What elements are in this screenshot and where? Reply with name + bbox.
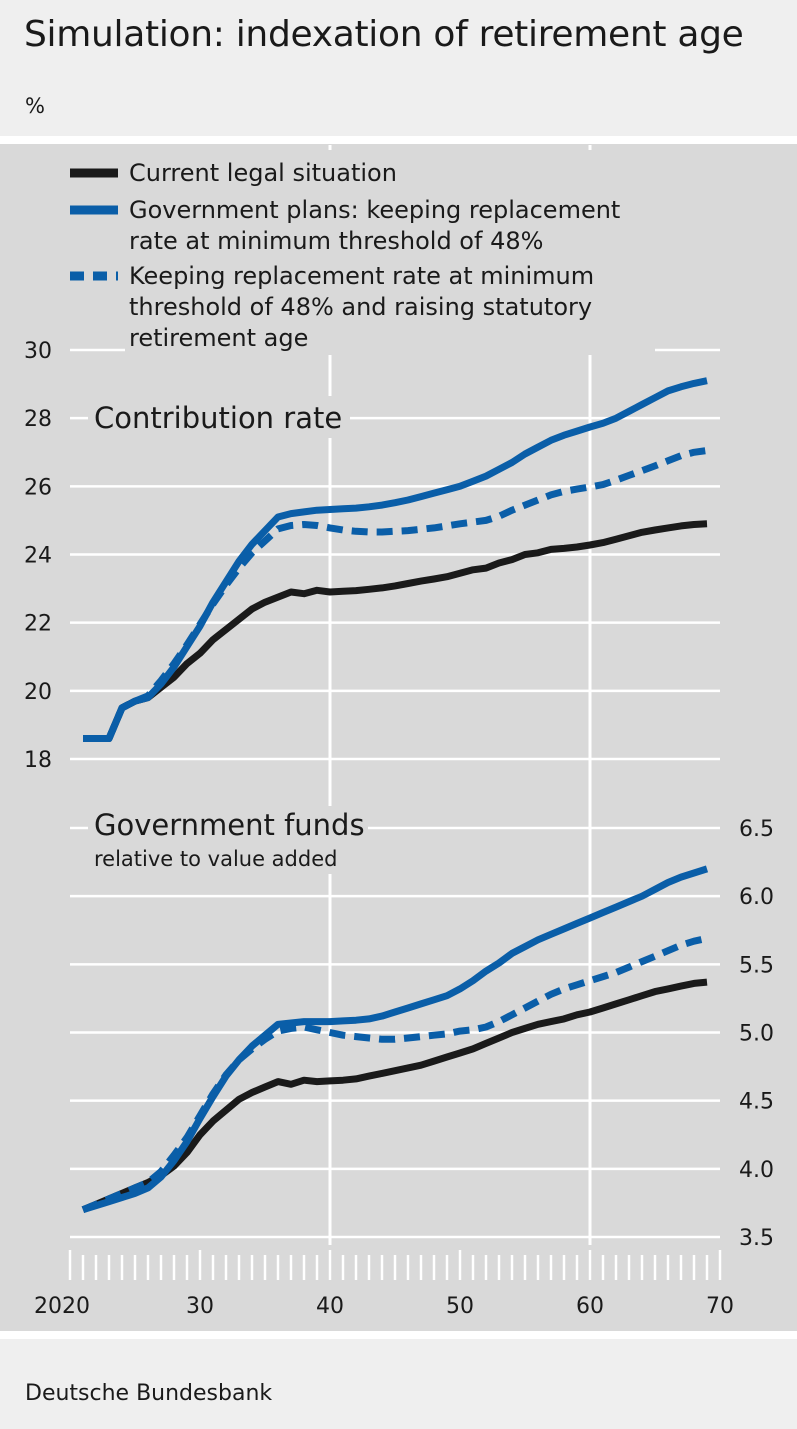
x-tick-label-2040: 40: [316, 1294, 344, 1319]
panel-subtitle-government-funds: relative to value added: [94, 847, 337, 871]
y-tick-label-contribution-28: 28: [24, 407, 52, 432]
y-tick-label-funds-5-5: 5.5: [739, 953, 774, 978]
unit-label: %: [25, 94, 45, 118]
y-tick-label-contribution-24: 24: [24, 544, 52, 569]
funds-title-background: [88, 806, 368, 874]
legend-label-raising-retirement-age-line2: threshold of 48% and raising statutory: [129, 293, 592, 321]
legend-label-raising-retirement-age-line3: retirement age: [129, 324, 308, 352]
x-axis: [68, 1250, 722, 1280]
y-tick-label-funds-4: 4.0: [739, 1158, 774, 1183]
y-tick-label-contribution-30: 30: [24, 339, 52, 364]
contribution-series-0: [83, 520, 708, 742]
panel-title-contribution-rate: Contribution rate: [94, 401, 342, 435]
x-tick-label-2020: 2020: [34, 1294, 90, 1319]
legend-label-current: Current legal situation: [129, 159, 397, 187]
series-lines: [81, 377, 709, 1214]
x-tick-label-2060: 60: [576, 1294, 604, 1319]
x-tick-label-2030: 30: [186, 1294, 214, 1319]
legend-label-raising-retirement-age-line1: Keeping replacement rate at minimum: [129, 262, 594, 290]
y-tick-label-funds-6-5: 6.5: [739, 817, 774, 842]
horizontal-gridlines: [70, 150, 720, 1239]
legend-label-government-plans-line2: rate at minimum threshold of 48%: [129, 227, 543, 255]
legend: Current legal situation Government plans…: [70, 159, 620, 352]
panel-title-government-funds: Government funds: [94, 808, 365, 842]
legend-label-government-plans-line1: Government plans: keeping replacement: [129, 196, 620, 224]
y-tick-label-funds-3-5: 3.5: [739, 1226, 774, 1251]
legend-background: [125, 150, 655, 355]
chart-title: Simulation: indexation of retirement age: [24, 14, 744, 55]
x-tick-label-2070: 70: [706, 1294, 734, 1319]
contribution-title-background: [88, 396, 350, 438]
y-tick-label-contribution-18: 18: [24, 748, 52, 773]
source-label: Deutsche Bundesbank: [25, 1381, 273, 1406]
y-tick-label-funds-4-5: 4.5: [739, 1090, 774, 1115]
funds-series-2: [81, 934, 708, 1213]
funds-series-0: [81, 978, 708, 1213]
y-tick-label-contribution-20: 20: [24, 680, 52, 705]
y-tick-label-funds-5: 5.0: [739, 1022, 774, 1047]
x-tick-labels: 2020 30 40 50 60 70: [34, 1294, 734, 1319]
y-tick-label-contribution-26: 26: [24, 475, 52, 500]
y-tick-label-contribution-22: 22: [24, 612, 52, 637]
divider-top: [0, 136, 797, 144]
y-tick-labels: 18 20 22 24 26 28 30 3.5 4.0 4.5 5.0 5.5 6.0 6.5: [24, 339, 774, 1251]
y-tick-label-funds-6: 6.0: [739, 885, 774, 910]
x-tick-label-2050: 50: [446, 1294, 474, 1319]
divider-bottom: [0, 1331, 797, 1339]
contribution-series-2: [83, 447, 708, 742]
